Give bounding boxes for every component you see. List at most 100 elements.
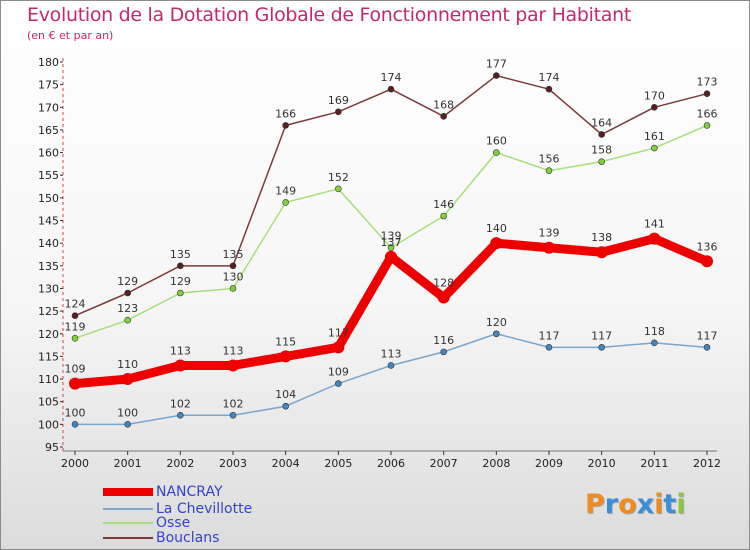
- data-point-osse: [124, 316, 131, 324]
- data-label-la-chevillotte: 118: [644, 325, 665, 338]
- data-label-nancray: 113: [223, 344, 244, 357]
- data-point-bouclans: [440, 113, 447, 120]
- data-label-la-chevillotte: 120: [486, 316, 507, 329]
- data-label-osse: 161: [644, 130, 665, 143]
- y-tick-label: 95: [45, 441, 59, 454]
- data-label-bouclans: 166: [275, 107, 296, 120]
- logo-letter: r: [604, 489, 619, 520]
- data-label-osse: 166: [697, 107, 718, 120]
- data-point-osse: [335, 185, 342, 193]
- legend-label-osse: Osse: [156, 515, 191, 531]
- legend-swatch-nancray: [103, 488, 153, 496]
- legend-item-nancray: NANCRAY: [103, 484, 303, 500]
- logo-letter: o: [618, 489, 637, 520]
- data-label-nancray: 141: [644, 218, 665, 231]
- data-label-nancray: 109: [65, 363, 86, 376]
- x-tick-label: 2010: [588, 457, 616, 470]
- data-point-osse: [651, 144, 658, 152]
- logo-letter: t: [663, 489, 677, 520]
- data-label-la-chevillotte: 104: [275, 388, 296, 401]
- legend-swatch-bouclans: [103, 537, 153, 539]
- x-tick-label: 2009: [535, 457, 563, 470]
- data-label-osse: 160: [486, 135, 507, 148]
- data-label-la-chevillotte: 100: [65, 406, 86, 419]
- data-label-osse: 129: [170, 275, 191, 288]
- data-label-bouclans: 129: [117, 275, 138, 288]
- data-point-nancray: [174, 359, 187, 372]
- data-label-la-chevillotte: 113: [381, 347, 402, 360]
- data-label-nancray: 138: [591, 231, 612, 244]
- data-label-bouclans: 135: [223, 248, 244, 261]
- data-point-la-chevillotte: [598, 344, 605, 351]
- y-tick-label: 115: [38, 350, 59, 363]
- data-point-nancray: [701, 255, 713, 268]
- data-point-osse: [440, 212, 447, 220]
- data-label-la-chevillotte: 102: [223, 397, 244, 410]
- data-label-nancray: 140: [486, 222, 507, 235]
- x-tick-label: 2007: [430, 457, 458, 470]
- data-point-bouclans: [493, 72, 500, 79]
- y-tick-label: 130: [38, 282, 59, 295]
- data-label-osse: 123: [117, 302, 138, 315]
- data-point-nancray: [490, 237, 503, 250]
- y-tick-label: 140: [38, 237, 59, 250]
- data-point-nancray: [385, 250, 397, 263]
- logo-letter: i: [676, 489, 686, 520]
- y-tick-label: 110: [38, 373, 59, 386]
- data-label-la-chevillotte: 117: [697, 329, 718, 342]
- x-tick-label: 2006: [377, 457, 405, 470]
- y-tick-label: 170: [38, 101, 59, 114]
- data-point-nancray: [332, 341, 345, 354]
- data-labels-layer: 124 129 135 135 166 169 174 168 177 174 164 170 173 1…: [65, 58, 718, 420]
- legend-label-la-chevillotte: La Chevillotte: [156, 501, 253, 517]
- data-point-nancray: [437, 291, 450, 304]
- x-tick-label: 2012: [693, 457, 721, 470]
- x-tick-label: 2000: [61, 457, 89, 470]
- data-point-nancray: [227, 359, 239, 372]
- chart-axes: 95 100 105 110 115 120 125 130 135 140 145 150 155 16…: [38, 56, 721, 470]
- data-label-nancray: 137: [381, 236, 402, 249]
- data-point-la-chevillotte: [651, 339, 658, 347]
- logo-letter: i: [654, 489, 664, 520]
- legend-label-nancray: NANCRAY: [156, 484, 223, 500]
- data-point-bouclans: [598, 131, 605, 138]
- data-point-osse: [282, 199, 289, 206]
- y-tick-label: 175: [38, 79, 59, 92]
- y-tick-label: 100: [38, 418, 59, 431]
- y-tick-label: 105: [38, 396, 59, 409]
- data-point-la-chevillotte: [703, 344, 711, 351]
- data-point-bouclans: [387, 85, 395, 93]
- data-point-bouclans: [335, 108, 342, 116]
- x-tick-label: 2005: [324, 457, 352, 470]
- data-point-nancray: [69, 377, 81, 390]
- data-label-la-chevillotte: 117: [591, 329, 612, 342]
- data-label-la-chevillotte: 109: [328, 366, 349, 379]
- data-point-la-chevillotte: [282, 402, 289, 410]
- y-tick-label: 135: [38, 260, 59, 273]
- data-label-nancray: 136: [697, 240, 718, 253]
- data-label-osse: 149: [275, 184, 296, 197]
- data-label-la-chevillotte: 102: [170, 397, 191, 410]
- y-tick-label: 120: [38, 328, 59, 341]
- data-label-bouclans: 135: [170, 248, 191, 261]
- data-label-bouclans: 168: [433, 98, 454, 111]
- data-point-osse: [387, 244, 395, 252]
- y-tick-label: 180: [38, 56, 59, 69]
- data-point-bouclans: [177, 262, 184, 270]
- data-label-nancray: 115: [275, 335, 296, 348]
- data-label-bouclans: 173: [697, 76, 718, 89]
- x-tick-label: 2004: [272, 457, 300, 470]
- data-label-osse: 139: [381, 230, 402, 243]
- data-label-osse: 152: [328, 171, 349, 184]
- data-label-nancray: 117: [328, 326, 349, 339]
- data-label-osse: 158: [591, 144, 612, 157]
- data-point-nancray: [648, 232, 661, 245]
- data-point-la-chevillotte: [124, 421, 131, 428]
- data-point-la-chevillotte: [177, 411, 184, 419]
- legend-item-osse: Osse: [103, 515, 303, 531]
- data-point-la-chevillotte: [387, 362, 395, 369]
- y-tick-label: 155: [38, 169, 59, 182]
- data-point-osse: [493, 149, 500, 156]
- data-point-la-chevillotte: [493, 330, 500, 338]
